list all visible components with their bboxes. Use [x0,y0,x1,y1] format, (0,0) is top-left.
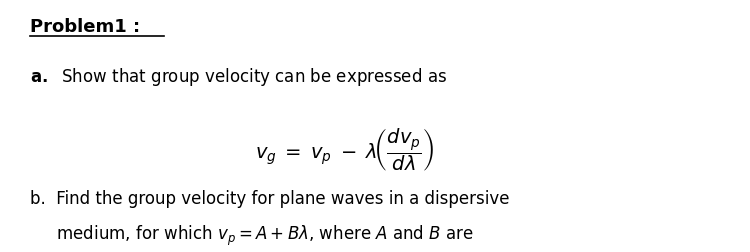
Text: medium, for which $v_p = A + B\lambda$, where $A$ and $B$ are: medium, for which $v_p = A + B\lambda$, … [30,223,474,247]
Text: b.  Find the group velocity for plane waves in a dispersive: b. Find the group velocity for plane wav… [30,189,509,207]
Text: $\mathbf{a.}$  Show that group velocity can be expressed as: $\mathbf{a.}$ Show that group velocity c… [30,66,447,87]
Text: Problem1 :: Problem1 : [30,18,140,36]
Text: $v_g \;=\; v_p \;-\; \lambda\!\left(\dfrac{dv_p}{d\lambda}\right)$: $v_g \;=\; v_p \;-\; \lambda\!\left(\dfr… [256,126,434,173]
